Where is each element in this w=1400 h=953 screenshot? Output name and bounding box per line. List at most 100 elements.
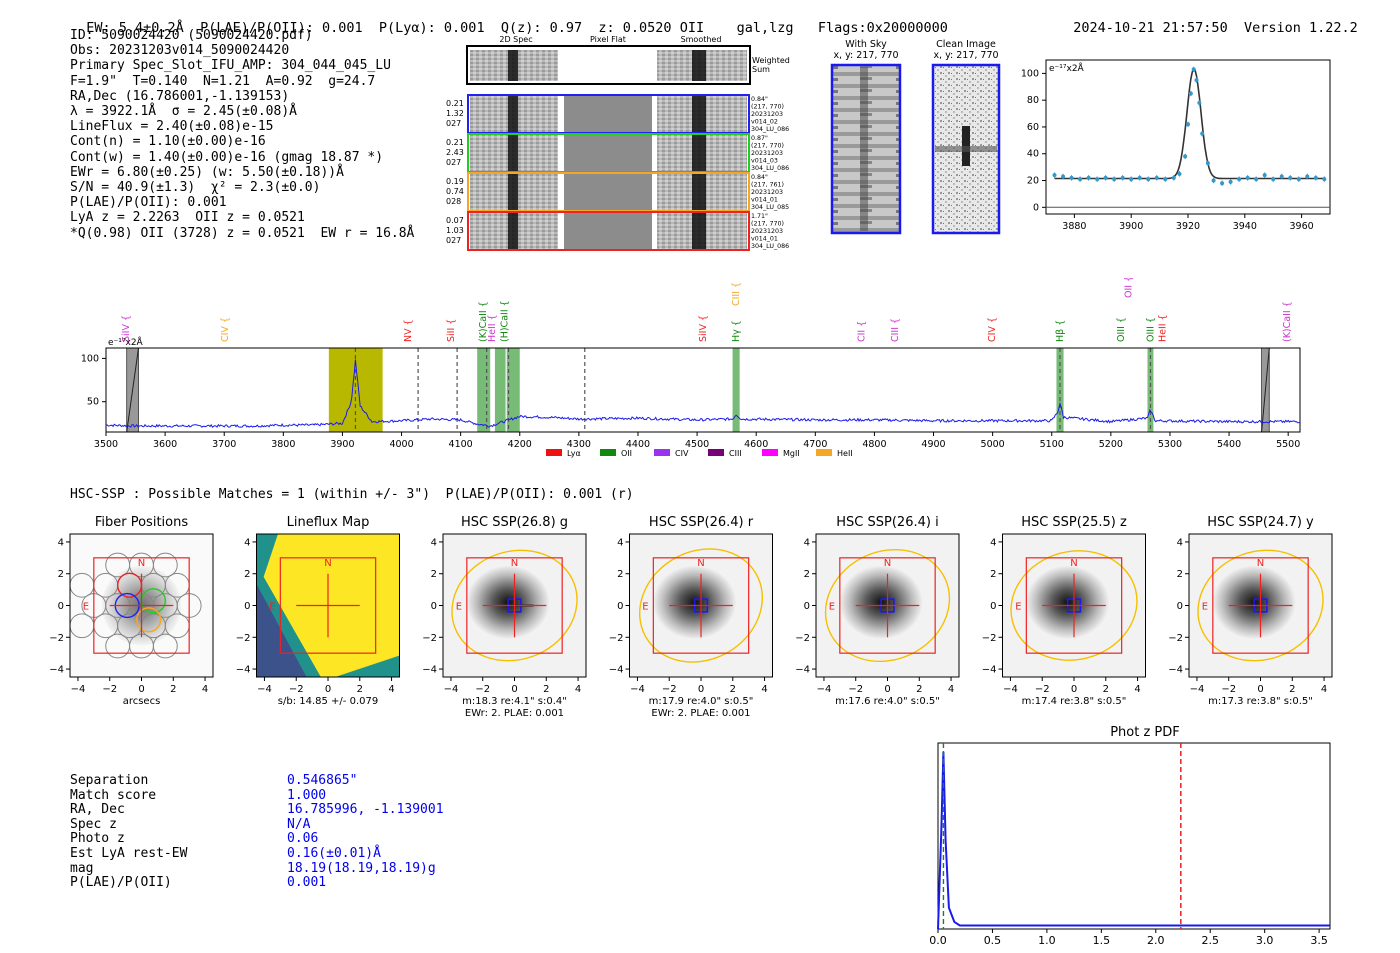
fs-masked-hatch (1261, 347, 1270, 433)
hsc-ytick-label: 0 (1177, 601, 1183, 612)
fs-line-label: OII { (1124, 278, 1135, 298)
row-meta: 20231203 (751, 228, 783, 235)
hsc-xtick-label: 2 (730, 684, 736, 695)
hsc-heading-text: HSC-SSP : Possible Matches = 1 (within +… (70, 487, 603, 502)
info-line: Cont(n) = 1.10(±0.00)e-16 (70, 134, 266, 150)
header-z: z: 0.0520 (598, 20, 672, 36)
hsc-xtick-label: 2 (1289, 684, 1295, 695)
row-smoothed-line (692, 213, 706, 249)
hsc-ytick-label: 4 (804, 537, 810, 548)
pz-ticks: 0.0 0.5 1.0 1.5 2.0 2.5 3.0 3.5 (929, 929, 1328, 947)
fs-legend-swatch (654, 449, 670, 456)
hsc-xtick-label: −4 (444, 684, 459, 695)
row-meta: 20231203 (751, 189, 783, 196)
row-meta: 1.71" (751, 213, 768, 220)
hsc-ytick-label: −4 (422, 665, 437, 676)
fit-point (1271, 177, 1276, 182)
row-2d-line (508, 213, 518, 249)
hsc-ytick-label: −2 (422, 633, 437, 644)
row-2d-line (508, 96, 518, 132)
hsc-panel-title: HSC SSP(25.5) z (1021, 515, 1127, 530)
hsc-xtick-label: −4 (817, 684, 832, 695)
hsc-xtick-label: 4 (388, 684, 394, 695)
hsc-ytick-label: 0 (990, 601, 996, 612)
fs-xtick-label: 4100 (449, 439, 473, 450)
fs-line-label: Hγ { (731, 320, 742, 342)
fit-xtick-label: 3880 (1062, 221, 1086, 232)
match-label: mag (70, 860, 94, 876)
hsc-xtick-label: −4 (630, 684, 645, 695)
hsc-panel-title: HSC SSP(26.8) g (461, 515, 568, 530)
hsc-aperture-ellipse (451, 549, 578, 662)
with-sky-title: With Sky (845, 39, 887, 50)
fit-point (1296, 177, 1301, 182)
hsc-xtick-label: −2 (848, 684, 863, 695)
fs-line-label: CIV { (220, 317, 231, 342)
hsc-xtick-label: 4 (202, 684, 208, 695)
weighted-2d-line (508, 50, 518, 81)
fs-axes (105, 347, 1301, 433)
row-smoothed-line (692, 174, 706, 210)
fit-point (1129, 177, 1134, 182)
sky-clean-images: With Sky x, y: 217, 770 Clean Image x, y… (830, 39, 1001, 235)
hsc-ytick-label: 4 (58, 537, 64, 548)
fs-legend-label: CIV (675, 449, 689, 458)
hsc-north: N (1070, 558, 1077, 569)
fs-ytick-label: 100 (81, 353, 99, 364)
fit-ytick-label: 40 (1027, 149, 1039, 160)
fs-xtick-label: 4200 (508, 439, 532, 450)
header-timestamp: 2024-10-21 21:57:50 (1073, 20, 1228, 36)
row-weight: 0.07 (446, 216, 464, 225)
fit-point (1288, 175, 1293, 180)
fit-point (1183, 154, 1188, 159)
fs-line-label: (K)CaII { (478, 301, 489, 342)
row-meta: 304_LU_086 (751, 126, 789, 133)
info-line: F=1.9" T=0.140 N=1.21 A=0.92 g=24.7 (70, 73, 376, 89)
hsc-east: E (642, 602, 648, 613)
hsc-xtick-label: 4 (948, 684, 954, 695)
match-table: Separation 0.546865" Match score 1.000 RA, D… (70, 773, 444, 891)
row-meta: 20231203 (751, 150, 783, 157)
fs-legend-swatch (546, 449, 562, 456)
header-flags: Flags:0x20000000 (817, 20, 948, 36)
row-fiber: 028 (446, 197, 461, 206)
pz-marks: OII z (VIRUS) = 0.05LyA z (VIRUS) = 2.23 (937, 743, 1330, 930)
hsc-ytick-label: 2 (58, 569, 64, 580)
row-snr: 1.03 (446, 226, 464, 235)
match-row: mag 18.19(18.19,18.19)g (70, 860, 444, 877)
fs-legend-label: OII (621, 449, 632, 458)
fit-point (1194, 78, 1199, 83)
row-frame (467, 211, 750, 251)
hsc-ytick-label: 2 (990, 569, 996, 580)
info-line: Obs: 20231203v014_5090024420 (70, 43, 290, 59)
fs-line-label: OIII { (1116, 317, 1127, 342)
match-value: 0.001 (287, 875, 327, 891)
full-spectrum-plot: e⁻¹⁷x2Å 3500 3600 3700 3800 3900 4000 4100 4200… (81, 278, 1301, 458)
row-meta: 304_LU_086 (751, 243, 789, 250)
fs-line-band (732, 348, 740, 432)
fit-point (1137, 175, 1142, 180)
hsc-xtick-label: 2 (543, 684, 549, 695)
hsc-xtick-label: 2 (357, 684, 363, 695)
fit-ytick-label: 100 (1021, 68, 1039, 79)
hsc-panel: HSC SSP(26.8) gNE−4 −2 0 2 4420−2−4m:18.3 re… (422, 515, 587, 719)
row-fiber: 027 (446, 119, 461, 128)
hsc-xtick-label: 2 (916, 684, 922, 695)
row-flat (564, 96, 652, 132)
hsc-ytick-label: −2 (49, 633, 64, 644)
fit-xtick-label: 3900 (1119, 221, 1143, 232)
hsc-xtick-label: 0 (325, 684, 331, 695)
info-line: Primary Spec_Slot_IFU_AMP: 304_044_045_L… (70, 58, 391, 74)
hsc-panel-title: Fiber Positions (95, 515, 188, 530)
info-line: EWr = 6.80(±0.25) (w: 5.50(±0.18))Å (70, 164, 344, 180)
row-meta: (217, 770) (751, 143, 784, 150)
row-flat (564, 135, 652, 171)
fit-point (1086, 175, 1091, 180)
hsc-panel: Fiber Positions N E −4 −2 0 2 4 4 2 0 −2 −4 arcsecs (49, 515, 214, 707)
fs-legend: Lyα OII CIV CIII MgII HeII (546, 449, 853, 458)
hsc-heading-tail: (r) (610, 487, 634, 502)
fs-xtick-label: 4400 (626, 439, 650, 450)
row-meta: 304_LU_086 (751, 165, 789, 172)
header-qz: Q(z): 0.97 (500, 20, 583, 36)
